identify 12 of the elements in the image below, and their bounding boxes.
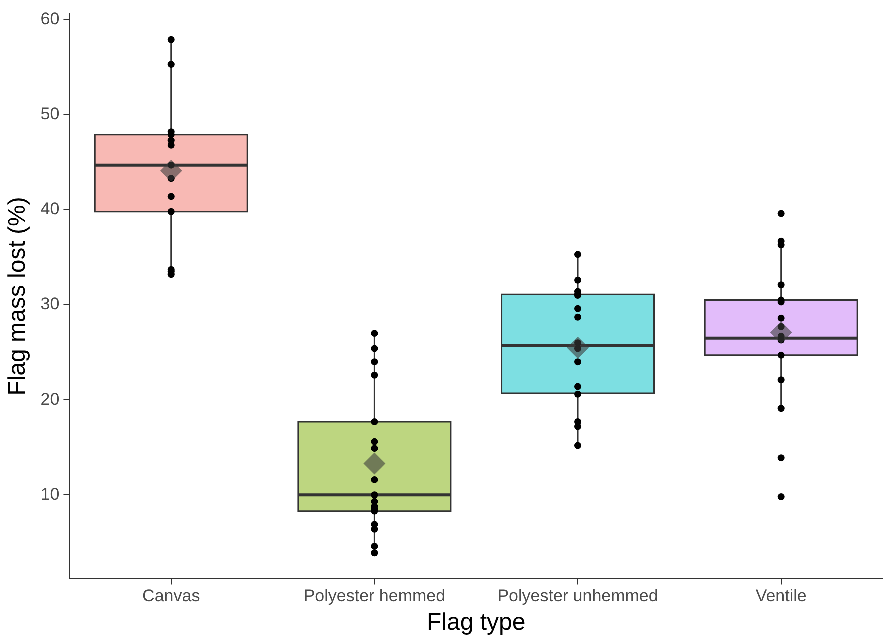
x-tick-label: Polyester unhemmed <box>498 586 658 606</box>
x-tick-label: Polyester hemmed <box>304 586 446 606</box>
y-tick-label: 40 <box>40 200 60 219</box>
y-axis-title: Flag mass lost (%) <box>4 197 32 396</box>
x-tick-label: Canvas <box>142 586 200 606</box>
y-tick-label: 60 <box>40 10 60 29</box>
y-tick-label: 50 <box>40 104 60 124</box>
x-tick-label: Ventile <box>756 586 807 606</box>
x-axis-title: Flag type <box>426 609 526 636</box>
y-tick-label: 30 <box>40 294 60 314</box>
y-tick-label: 20 <box>40 390 60 409</box>
y-tick-label: 10 <box>40 484 60 504</box>
